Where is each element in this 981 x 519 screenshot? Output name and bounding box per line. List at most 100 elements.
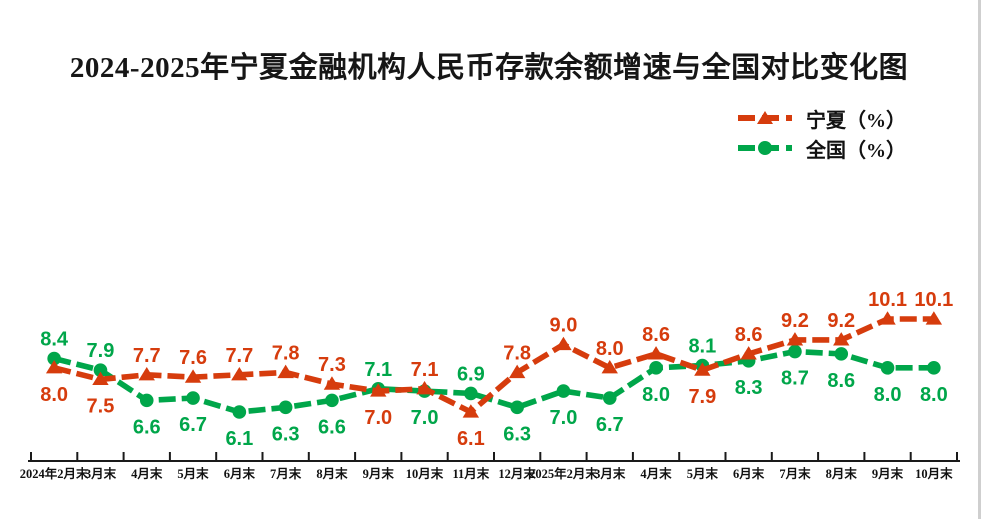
x-axis-label: 9月末	[363, 466, 395, 481]
ningxia-point-marker	[925, 311, 943, 325]
legend-label-national: 全国（%）	[806, 139, 906, 162]
national-point-marker	[556, 384, 571, 398]
national-series-line	[53, 348, 934, 415]
national-data-label: 6.7	[179, 414, 207, 436]
x-axis-label: 7月末	[270, 466, 302, 481]
national-line-circle-icon	[738, 141, 792, 155]
national-point-marker	[834, 347, 849, 361]
ningxia-point-marker	[601, 360, 618, 374]
national-data-label: 8.0	[874, 384, 902, 406]
ningxia-data-label: 7.7	[133, 345, 161, 367]
ningxia-point-marker	[138, 367, 155, 381]
ningxia-data-label: 9.2	[827, 310, 855, 332]
ningxia-point-marker	[92, 371, 109, 386]
ningxia-data-label: 7.8	[272, 342, 300, 364]
national-point-marker	[47, 351, 61, 366]
ningxia-point-marker	[277, 364, 294, 379]
national-point-marker	[649, 361, 663, 375]
x-axis-label: 4月末	[640, 466, 672, 481]
ningxia-point-marker	[647, 346, 665, 360]
national-data-label: 8.0	[642, 384, 670, 406]
national-data-label: 6.7	[596, 414, 624, 436]
ningxia-point-marker	[231, 367, 248, 381]
x-axis-label: 7月末	[779, 466, 811, 481]
x-axis-label: 3月末	[85, 466, 117, 481]
x-axis-label: 4月末	[131, 466, 163, 481]
ningxia-data-label: 9.0	[550, 315, 578, 337]
ningxia-point-marker	[462, 404, 480, 418]
legend-item-ningxia: 宁夏（%）	[736, 104, 906, 132]
x-axis-label: 12月末	[498, 466, 536, 481]
ningxia-data-label: 7.6	[179, 347, 207, 369]
national-point-marker	[464, 386, 478, 401]
ningxia-data-label: 7.1	[411, 359, 439, 381]
national-point-marker	[510, 400, 524, 415]
national-point-marker	[788, 344, 802, 359]
ningxia-data-label: 7.0	[364, 407, 392, 429]
x-axis-label: 10月末	[406, 466, 444, 481]
national-data-label: 7.1	[364, 359, 392, 381]
x-axis-label: 2025年2月末	[529, 466, 598, 481]
ningxia-data-label: 7.3	[318, 354, 346, 376]
national-data-label: 8.6	[827, 370, 855, 392]
national-point-marker	[186, 391, 200, 405]
national-point-marker	[602, 391, 617, 405]
ningxia-data-label: 8.6	[735, 324, 763, 346]
x-axis-label: 6月末	[733, 466, 765, 481]
ningxia-series-line	[53, 316, 934, 415]
national-point-marker	[927, 361, 941, 375]
ningxia-data-label: 8.6	[642, 324, 670, 346]
national-data-label: 6.9	[457, 363, 485, 385]
legend-label-ningxia: 宁夏（%）	[806, 109, 906, 132]
national-data-label: 7.0	[411, 407, 439, 429]
ningxia-data-label: 10.1	[868, 289, 907, 311]
national-point-marker	[278, 400, 293, 415]
ningxia-data-label: 7.9	[688, 386, 716, 408]
national-point-marker	[139, 393, 154, 408]
national-data-label: 6.1	[225, 428, 253, 450]
x-axis-label: 2024年2月末	[20, 466, 89, 481]
x-axis-label: 8月末	[826, 466, 858, 481]
national-data-label: 6.3	[272, 423, 300, 445]
ningxia-point-marker	[786, 332, 804, 346]
ningxia-data-label: 10.1	[914, 289, 953, 311]
legend: 宁夏（%） 全国（%）	[736, 104, 906, 162]
national-data-label: 7.9	[87, 340, 115, 362]
ningxia-point-marker	[45, 360, 63, 374]
national-data-label: 8.1	[688, 336, 716, 358]
national-data-label: 6.6	[318, 416, 346, 438]
national-data-label: 8.7	[781, 368, 809, 390]
ningxia-point-marker	[184, 369, 202, 383]
national-data-label: 7.0	[550, 407, 578, 429]
x-axis-label: 11月末	[452, 466, 489, 481]
national-point-marker	[93, 363, 108, 377]
ningxia-point-marker	[694, 362, 711, 376]
x-axis-label: 5月末	[687, 466, 719, 481]
x-axis-label: 6月末	[224, 466, 256, 481]
ningxia-point-marker	[833, 332, 850, 346]
x-axis-label: 3月末	[594, 466, 626, 481]
national-data-label: 6.6	[133, 416, 161, 438]
x-axis-label: 10月末	[915, 466, 953, 481]
ningxia-point-marker	[508, 364, 526, 379]
ningxia-data-label: 6.1	[457, 428, 485, 450]
x-axis-label: 5月末	[177, 466, 209, 481]
ningxia-data-label: 8.0	[596, 338, 624, 360]
national-data-label: 8.3	[735, 377, 763, 399]
ningxia-data-label: 7.5	[87, 395, 115, 417]
ningxia-point-marker	[555, 336, 572, 351]
ningxia-point-marker	[323, 376, 341, 390]
national-data-label: 6.3	[503, 423, 531, 445]
ningxia-point-marker	[879, 311, 896, 325]
ningxia-point-marker	[370, 383, 387, 397]
ningxia-point-marker	[740, 346, 757, 360]
ningxia-data-label: 7.8	[503, 342, 531, 364]
x-axis-label: 9月末	[872, 466, 904, 481]
national-point-marker	[880, 361, 895, 375]
ningxia-data-label: 8.0	[40, 384, 68, 406]
legend-item-national: 全国（%）	[736, 134, 906, 162]
national-point-marker	[325, 393, 339, 408]
ningxia-data-label: 7.7	[225, 345, 253, 367]
